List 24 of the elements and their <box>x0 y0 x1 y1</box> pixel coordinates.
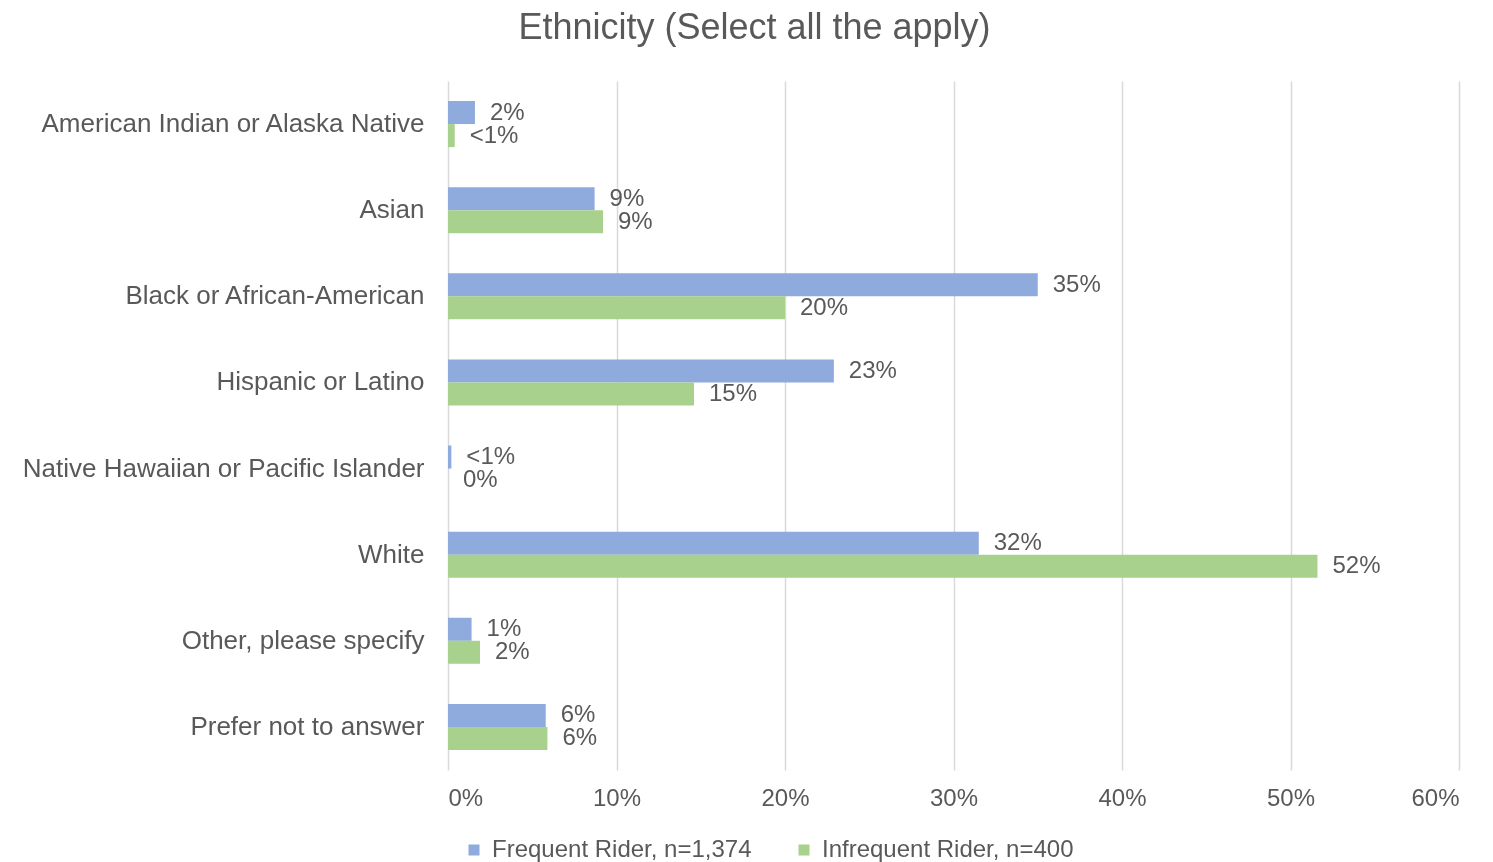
chart-title: Ethnicity (Select all the apply) <box>518 6 991 47</box>
y-tick-label: American Indian or Alaska Native <box>41 108 425 139</box>
legend-label: Frequent Rider, n=1,374 <box>492 835 752 862</box>
data-label: 23% <box>848 355 897 383</box>
y-tick-label: Other, please specify <box>181 624 425 655</box>
x-tick-label: 0% <box>448 783 484 811</box>
x-tick-label: 30% <box>929 783 979 811</box>
x-tick-label: 60% <box>1411 783 1460 811</box>
data-label: 35% <box>1052 269 1101 297</box>
x-tick-label: 20% <box>761 783 810 811</box>
y-tick-label: Native Hawaiian or Pacific Islander <box>22 452 425 483</box>
data-label: 20% <box>800 292 849 320</box>
y-tick-label: Hispanic or Latino <box>216 366 425 397</box>
data-label: 52% <box>1332 551 1381 579</box>
y-tick-label: Black or African-American <box>125 280 425 311</box>
data-label: 15% <box>709 378 758 406</box>
data-label: 32% <box>993 528 1042 556</box>
x-tick-label: 40% <box>1098 783 1147 811</box>
y-tick-label: Asian <box>359 194 425 225</box>
x-tick-label: 50% <box>1266 783 1316 811</box>
legend-label: Infrequent Rider, n=400 <box>822 835 1074 862</box>
y-tick-label: Prefer not to answer <box>190 710 425 741</box>
x-tick-label: 10% <box>592 783 642 811</box>
y-tick-label: White <box>358 538 425 569</box>
